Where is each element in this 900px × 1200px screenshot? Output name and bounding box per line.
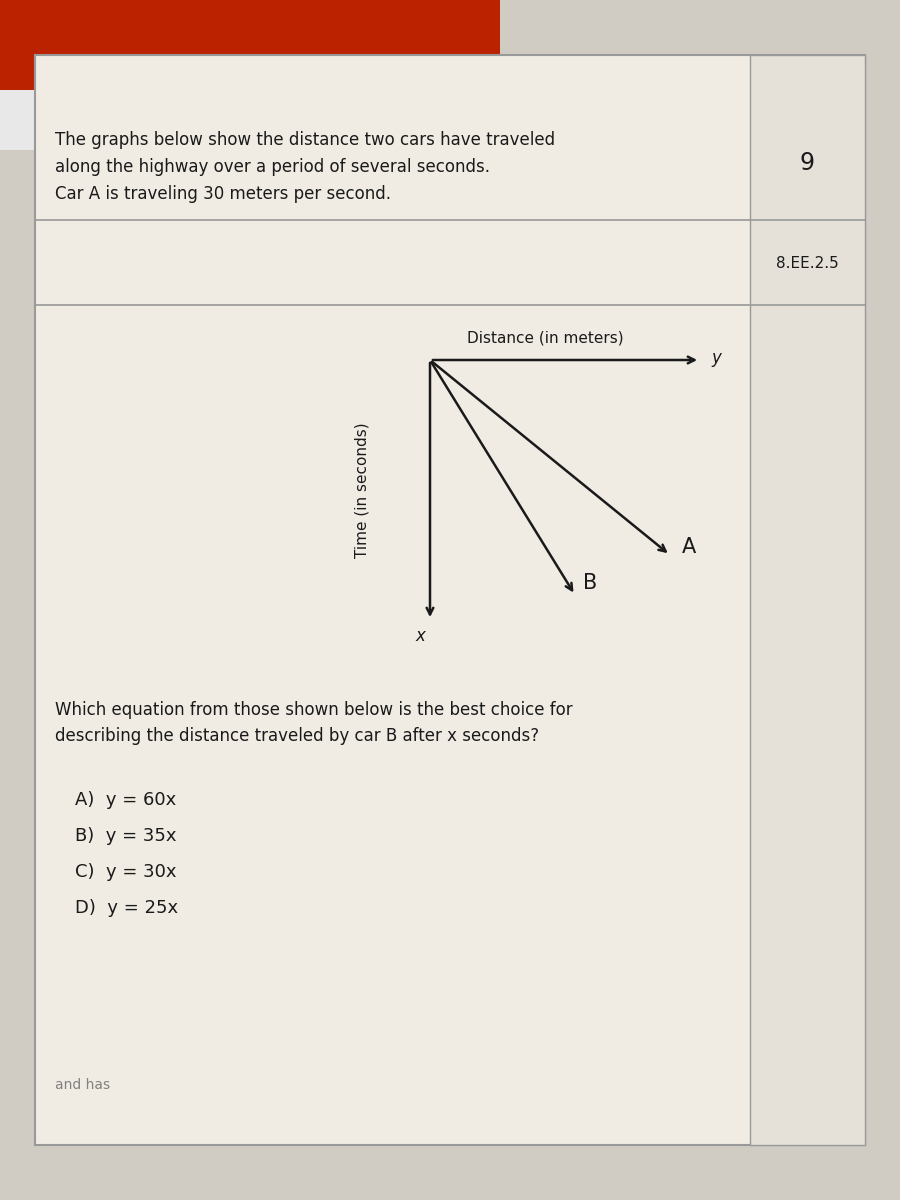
Text: B: B [583, 572, 598, 593]
Bar [750, 55, 865, 1145]
Text: A)  y = 60x: A) y = 60x [75, 791, 176, 809]
Text: Car A is traveling 30 meters per second.: Car A is traveling 30 meters per second. [55, 185, 391, 203]
Text: 9: 9 [799, 151, 815, 175]
Text: A: A [682, 538, 697, 557]
Text: B)  y = 35x: B) y = 35x [75, 827, 176, 845]
Text: D)  y = 25x: D) y = 25x [75, 899, 178, 917]
Text: x: x [415, 626, 425, 646]
Text: The graphs below show the distance two cars have traveled: The graphs below show the distance two c… [55, 131, 555, 149]
Bar [0, 90, 200, 150]
Text: Distance (in meters): Distance (in meters) [467, 330, 624, 346]
Bar [0, 0, 500, 100]
Text: Time (in seconds): Time (in seconds) [355, 422, 370, 558]
Text: C)  y = 30x: C) y = 30x [75, 863, 176, 881]
Text: and has: and has [55, 1078, 110, 1092]
Text: describing the distance traveled by car B after x seconds?: describing the distance traveled by car … [55, 727, 539, 745]
Text: along the highway over a period of several seconds.: along the highway over a period of sever… [55, 158, 490, 176]
Text: y: y [711, 349, 721, 367]
Text: 8.EE.2.5: 8.EE.2.5 [776, 256, 839, 270]
Text: Which equation from those shown below is the best choice for: Which equation from those shown below is… [55, 701, 572, 719]
